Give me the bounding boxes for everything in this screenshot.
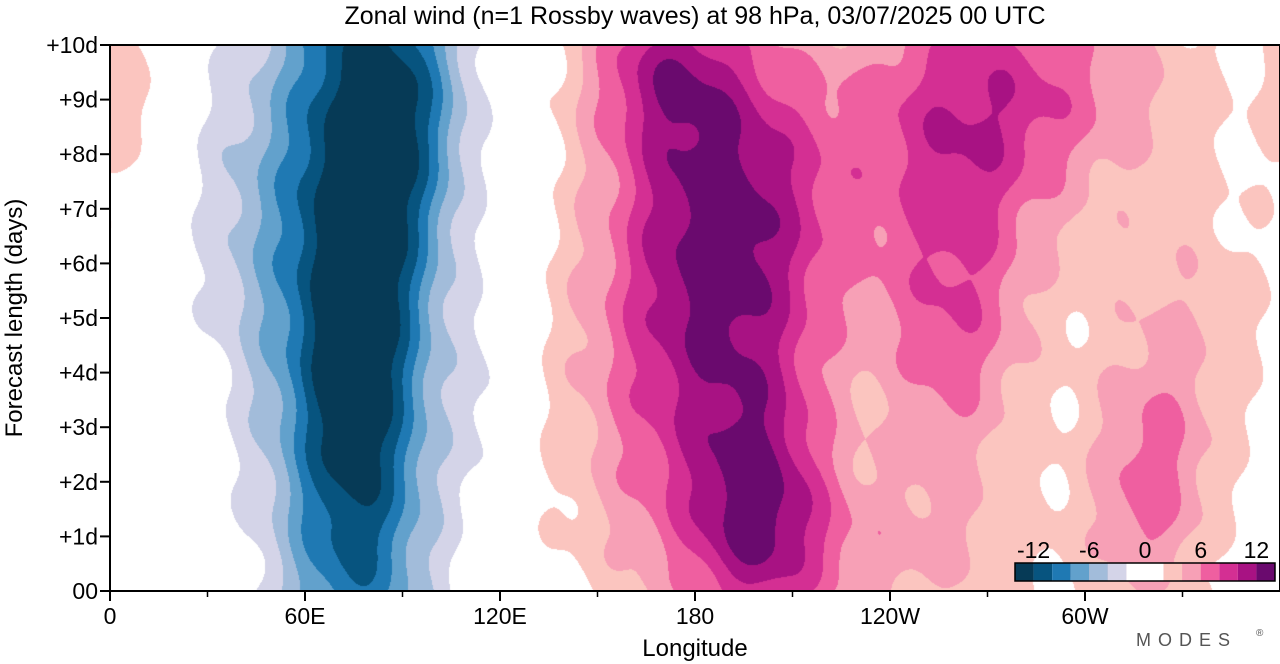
colorbar-swatch <box>1015 563 1034 581</box>
colorbar-swatch <box>1052 563 1071 581</box>
y-tick-label: +7d <box>59 196 98 222</box>
colorbar-label: -12 <box>1017 537 1050 563</box>
colorbar-label: 12 <box>1244 537 1270 563</box>
x-axis: 0 60E 120E 180 120W 60W <box>104 591 1184 629</box>
y-tick-label: +1d <box>59 523 98 549</box>
y-tick-label: +6d <box>59 250 98 276</box>
brand-mark: ® <box>1256 628 1264 639</box>
wind-field-heatmap <box>110 45 1280 591</box>
colorbar-swatch <box>1107 563 1127 581</box>
colorbar-swatch <box>1126 563 1164 581</box>
colorbar-swatch <box>1237 563 1257 581</box>
x-tick-label: 120E <box>473 603 527 629</box>
y-tick-label: 00 <box>72 578 98 604</box>
chart-title: Zonal wind (n=1 Rossby waves) at 98 hPa,… <box>344 2 1045 30</box>
colorbar-swatch <box>1163 563 1183 581</box>
x-tick-label: 60W <box>1061 603 1109 629</box>
colorbar-swatch <box>1200 563 1220 581</box>
y-axis: 00 +1d +2d +3d +4d +5d +6d +7d +8d +9d +10d <box>46 32 110 604</box>
y-tick-label: +4d <box>59 360 98 386</box>
modes-logo: MODES ® <box>1136 628 1264 650</box>
colorbar-label: 0 <box>1139 537 1152 563</box>
colorbar-swatch <box>1256 563 1275 581</box>
brand-name: MODES <box>1136 630 1237 650</box>
y-tick-label: +10d <box>46 32 98 58</box>
plot-area <box>109 44 1280 592</box>
x-tick-label: 60E <box>285 603 326 629</box>
x-tick-label: 180 <box>676 603 714 629</box>
y-tick-label: +2d <box>59 469 98 495</box>
colorbar-swatch <box>1219 563 1238 581</box>
colorbar-label: -6 <box>1079 537 1099 563</box>
y-tick-label: +9d <box>59 87 98 113</box>
x-axis-title: Longitude <box>642 635 747 662</box>
y-tick-label: +8d <box>59 141 98 167</box>
y-tick-label: +3d <box>59 414 98 440</box>
colorbar-swatch <box>1089 563 1108 581</box>
x-tick-label: 0 <box>104 603 117 629</box>
colorbar-label: 6 <box>1194 537 1207 563</box>
colorbar-swatch <box>1182 563 1201 581</box>
colorbar-swatch <box>1033 563 1053 581</box>
colorbar-legend: -12 -6 0 6 12 <box>1014 537 1276 582</box>
x-tick-label: 120W <box>860 603 920 629</box>
y-axis-title: Forecast length (days) <box>1 199 28 438</box>
y-tick-label: +5d <box>59 305 98 331</box>
colorbar-frame <box>1014 562 1276 582</box>
colorbar-swatch <box>1070 563 1090 581</box>
